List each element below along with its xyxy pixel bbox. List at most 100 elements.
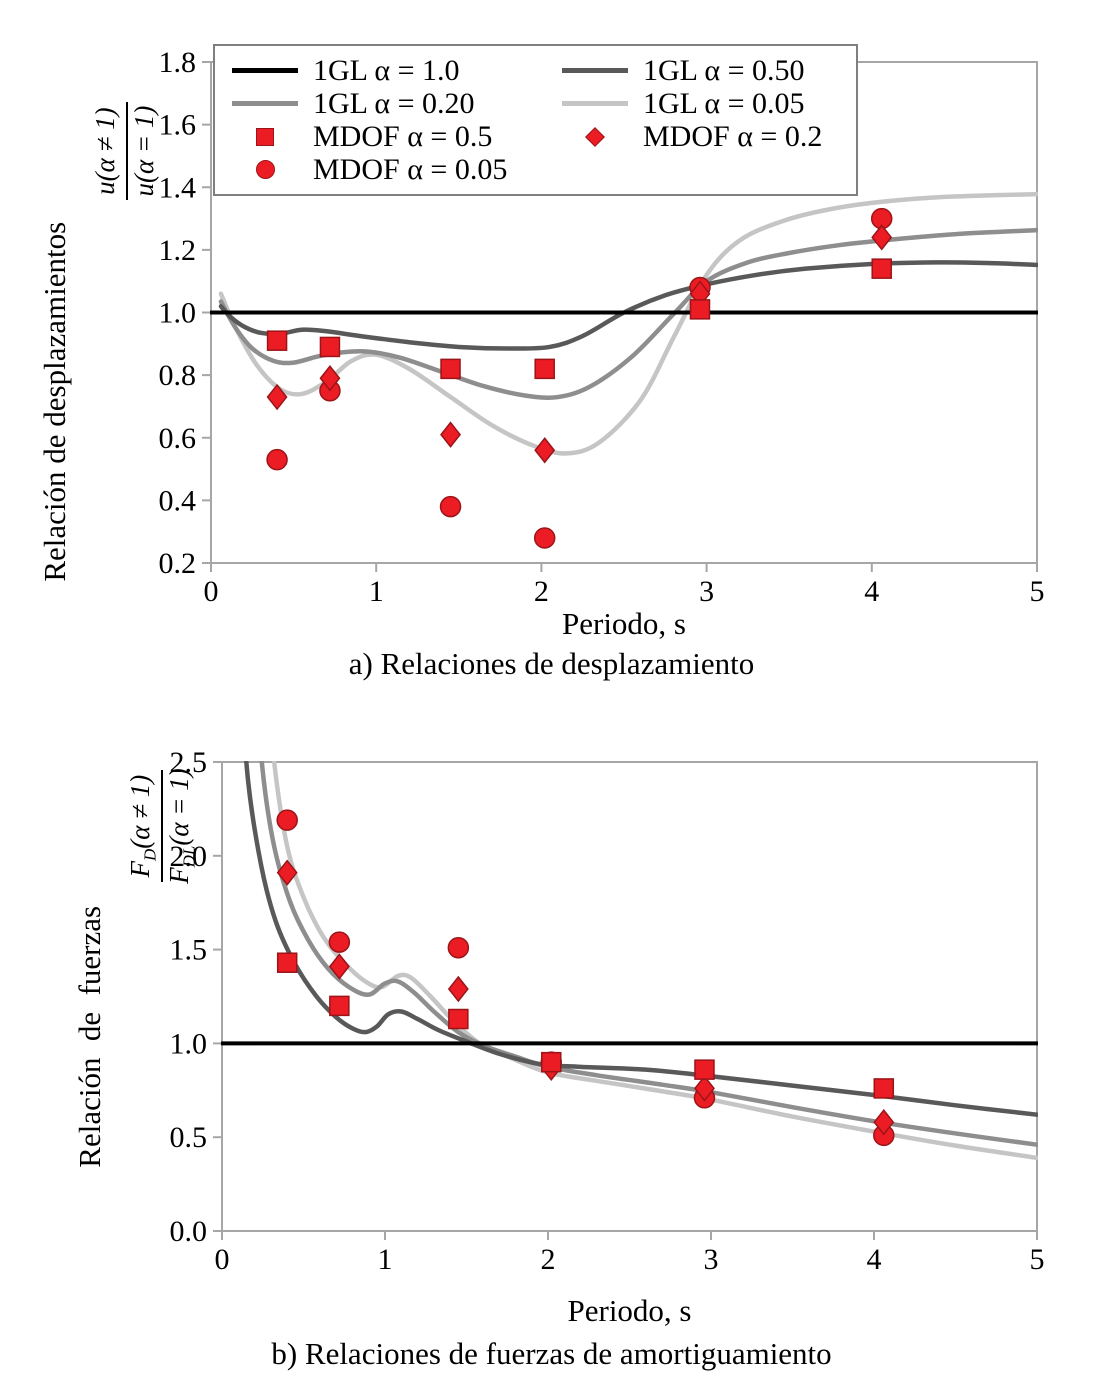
fraction-numerator: FD(α ≠ 1) bbox=[124, 769, 163, 883]
series-1GL α = 0.05 bbox=[218, 191, 1038, 456]
legend-item-3: 1GL α = 0.05 bbox=[551, 87, 850, 120]
square-marker bbox=[319, 336, 341, 358]
y-tick-label: 0.2 bbox=[159, 547, 197, 580]
diamond-marker bbox=[276, 859, 298, 886]
legend-item-5: MDOF α = 0.2 bbox=[551, 120, 850, 153]
square-marker bbox=[871, 258, 892, 279]
fraction-denominator: FDL(α = 1) bbox=[164, 768, 199, 884]
chart-a-y-axis-text: Relación de desplazamientos bbox=[37, 221, 72, 582]
x-tick-label: 1 bbox=[369, 575, 384, 608]
series-1GL α = 0.20 bbox=[259, 761, 1038, 1147]
legend-item-4: MDOF α = 0.5 bbox=[221, 120, 551, 153]
chart-b-caption: b) Relaciones de fuerzas de amortiguamie… bbox=[271, 1336, 832, 1371]
x-tick-label: 4 bbox=[867, 1243, 882, 1276]
square-marker bbox=[694, 1059, 715, 1080]
chart-a-y-axis-fraction: u(α ≠ 1) u(α = 1) bbox=[89, 102, 165, 200]
scatter-MDOF α = 0.5 bbox=[276, 952, 895, 1099]
chart-a-x-axis-title: Periodo, s bbox=[562, 606, 686, 641]
axis-ticks: 0 1 2 3 4 5 0.2 0.4 0.6 0.8 1.0 1.2 1.4 1.6 1.8 bbox=[159, 46, 1045, 608]
diamond-marker bbox=[694, 1075, 715, 1102]
y-tick-label: 0.4 bbox=[159, 484, 197, 517]
square-swatch bbox=[221, 127, 309, 146]
x-tick-label: 1 bbox=[378, 1243, 393, 1276]
y-tick-label: 1.2 bbox=[159, 234, 197, 267]
y-tick-label: 1.4 bbox=[159, 171, 197, 204]
series-1GL α = 0.20 bbox=[218, 227, 1038, 400]
x-tick-label: 0 bbox=[204, 575, 219, 608]
legend-label: 1GL α = 0.05 bbox=[643, 86, 805, 120]
circle-marker bbox=[328, 931, 351, 953]
scatter-MDOF α = 0.2 bbox=[276, 859, 895, 1136]
diamond-marker bbox=[871, 224, 893, 251]
y-tick-label: 1.5 bbox=[170, 934, 208, 967]
plot-frame bbox=[221, 761, 1038, 1232]
legend-label: 1GL α = 1.0 bbox=[313, 53, 460, 87]
y-tick-label: 0.8 bbox=[159, 359, 197, 392]
x-tick-label: 3 bbox=[704, 1243, 719, 1276]
legend-label: 1GL α = 0.20 bbox=[313, 86, 475, 120]
series-1GL α = 0.50 bbox=[218, 260, 1038, 351]
circle-marker bbox=[276, 809, 298, 831]
chart-b-y-axis-fraction: FD(α ≠ 1) FDL(α = 1) bbox=[124, 768, 200, 884]
legend: 1GL α = 1.0 1GL α = 0.50 1GL α = 0.20 1GL α… bbox=[213, 44, 858, 196]
chart-b: 0 1 2 3 4 5 0.0 0.5 1.0 1.5 2.0 2.5 Relación de fue… bbox=[0, 705, 1103, 1375]
square-marker bbox=[534, 358, 555, 380]
y-tick-label: 0.6 bbox=[159, 422, 197, 455]
circle-marker bbox=[447, 936, 470, 959]
x-tick-label: 2 bbox=[534, 575, 549, 608]
x-tick-label: 5 bbox=[1030, 1243, 1045, 1276]
curves bbox=[221, 761, 1038, 1161]
square-marker bbox=[440, 358, 461, 380]
diamond-marker bbox=[328, 953, 350, 980]
x-tick-label: 3 bbox=[699, 575, 714, 608]
square-marker bbox=[873, 1078, 895, 1099]
circle-marker bbox=[266, 448, 288, 471]
diamond-marker bbox=[319, 365, 341, 392]
circle-marker bbox=[533, 527, 556, 549]
diamond-swatch bbox=[551, 126, 639, 147]
fraction-numerator: u(α ≠ 1) bbox=[89, 102, 128, 200]
diamond-marker bbox=[266, 383, 288, 411]
square-marker bbox=[276, 952, 298, 973]
scatter-MDOF α = 0.05 bbox=[276, 809, 895, 1147]
legend-item-1: 1GL α = 0.50 bbox=[551, 54, 850, 87]
x-tick-label: 2 bbox=[541, 1243, 556, 1276]
legend-item-0: 1GL α = 1.0 bbox=[221, 54, 551, 87]
chart-b-x-axis-title: Periodo, s bbox=[567, 1293, 692, 1328]
line-swatch bbox=[551, 68, 639, 73]
circle-swatch bbox=[221, 160, 309, 179]
line-swatch bbox=[221, 101, 309, 106]
chart-a-y-axis-title: Relación de desplazamientos u(α ≠ 1) u(α… bbox=[0, 52, 159, 632]
y-tick-label: 1.0 bbox=[159, 297, 197, 330]
y-tick-label: 0.0 bbox=[170, 1215, 208, 1248]
y-tick-label: 2.0 bbox=[170, 840, 208, 873]
line-swatch bbox=[221, 68, 309, 73]
square-marker bbox=[541, 1051, 562, 1073]
y-tick-label: 1.6 bbox=[159, 109, 197, 142]
curves bbox=[210, 191, 1038, 456]
legend-label: MDOF α = 0.05 bbox=[313, 152, 508, 186]
line-swatch bbox=[551, 101, 639, 106]
legend-label: 1GL α = 0.50 bbox=[643, 53, 805, 87]
legend-item-6: MDOF α = 0.05 bbox=[221, 153, 551, 186]
axis-ticks: 0 1 2 3 4 5 0.0 0.5 1.0 1.5 2.0 2.5 bbox=[170, 746, 1045, 1276]
y-tick-label: 2.5 bbox=[170, 746, 208, 779]
chart-a-caption: a) Relaciones de desplazamiento bbox=[348, 646, 755, 681]
diamond-marker bbox=[873, 1108, 895, 1136]
x-tick-label: 5 bbox=[1030, 575, 1045, 608]
legend-item-2: 1GL α = 0.20 bbox=[221, 87, 551, 120]
y-tick-label: 1.0 bbox=[170, 1027, 208, 1060]
circle-marker bbox=[439, 495, 462, 518]
chart-b-plot-area: 0 1 2 3 4 5 0.0 0.5 1.0 1.5 2.0 2.5 bbox=[170, 746, 1045, 1276]
series-1GL α = 0.50 bbox=[243, 761, 1038, 1117]
legend-label: MDOF α = 0.5 bbox=[313, 119, 493, 153]
series-1GL α = 0.05 bbox=[271, 761, 1038, 1161]
chart-b-y-axis-title: Relación de fuerzas FD(α ≠ 1) FDL(α = 1) bbox=[30, 718, 198, 1218]
diamond-marker bbox=[534, 437, 556, 464]
square-marker bbox=[329, 995, 350, 1017]
legend-label: MDOF α = 0.2 bbox=[643, 119, 823, 153]
diamond-marker bbox=[447, 975, 469, 1003]
y-tick-label: 0.5 bbox=[170, 1121, 208, 1154]
scatter-MDOF α = 0.5 bbox=[266, 258, 892, 380]
